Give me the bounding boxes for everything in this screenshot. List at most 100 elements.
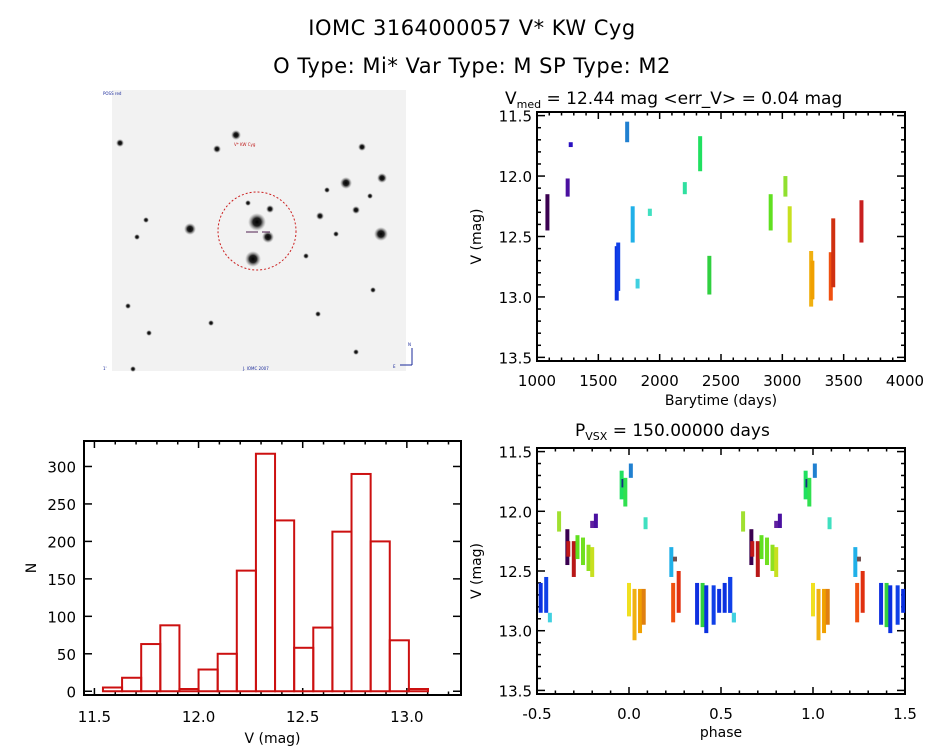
phased-data-point-cluster	[575, 535, 580, 560]
phased-data-point-cluster	[711, 585, 716, 625]
star-icon	[352, 206, 360, 214]
star-icon	[358, 143, 366, 151]
star-icon	[370, 287, 376, 293]
phased-data-point-cluster	[807, 477, 812, 507]
data-point-cluster	[768, 194, 773, 231]
phased-data-point-cluster	[755, 541, 760, 577]
phased-data-point-cluster	[547, 612, 552, 623]
data-point-cluster	[698, 136, 703, 172]
phased-data-point-cluster	[816, 588, 821, 641]
y-axis-title: V (mag)	[469, 543, 485, 599]
histogram-bar	[121, 676, 143, 693]
phased-data-point-cluster	[695, 582, 700, 625]
target-aperture-circle	[217, 191, 297, 271]
phased-data-point-cluster	[627, 582, 631, 617]
y-axis-title: N	[24, 563, 40, 573]
histogram-bar	[388, 639, 410, 693]
object-type-subtitle: O Type: Mi* Var Type: M SP Type: M2	[273, 54, 671, 78]
star-icon	[324, 187, 330, 193]
star-icon	[333, 231, 339, 237]
histogram-bar	[254, 452, 277, 693]
star-icon	[248, 213, 266, 231]
phased-data-point-cluster	[857, 556, 861, 562]
y-tick-label: 50	[57, 646, 76, 664]
y-tick-label: 100	[47, 608, 76, 626]
phased-data-point-cluster	[571, 541, 576, 577]
star-icon	[116, 139, 124, 147]
star-icon	[143, 217, 149, 223]
phased-data-point-cluster	[774, 520, 779, 529]
x-tick-label: 3500	[825, 372, 863, 390]
phased-data-point-cluster	[586, 544, 591, 571]
phased-data-point-cluster	[643, 517, 648, 530]
data-point-cluster	[568, 142, 573, 148]
y-tick-label: 13.0	[499, 623, 532, 641]
x-tick-label: 1500	[579, 372, 617, 390]
data-point-cluster	[831, 218, 836, 288]
phased-data-point-cluster	[638, 588, 643, 634]
histogram-bar	[331, 530, 353, 693]
x-axis-title: Barytime (days)	[665, 393, 777, 409]
svg-text:N: N	[408, 342, 411, 347]
phased-data-point-cluster	[676, 571, 681, 613]
data-point-cluster	[787, 206, 792, 243]
phased-data-point-cluster	[765, 537, 769, 566]
phased-data-point-cluster	[855, 582, 860, 623]
star-icon	[134, 234, 140, 240]
phased-data-point-cluster	[888, 585, 893, 634]
scale-label: 1'	[103, 366, 107, 371]
phased-data-point-cluster	[811, 582, 815, 617]
survey-label: POSS red	[103, 91, 122, 96]
x-tick-label: 2500	[702, 372, 740, 390]
x-axis-title: phase	[700, 725, 742, 741]
histogram-bar	[235, 569, 257, 693]
star-icon	[125, 303, 131, 309]
phased-data-point-cluster	[827, 517, 832, 530]
data-point-cluster	[545, 194, 550, 231]
histogram-bar	[140, 643, 162, 693]
x-tick-label: 1000	[518, 372, 556, 390]
phased-data-point-cluster	[895, 585, 900, 625]
phased-data-point-cluster	[825, 588, 830, 625]
phased-data-point-cluster	[590, 547, 595, 577]
phased-data-point-cluster	[822, 588, 827, 634]
phased-data-point-cluster	[538, 582, 543, 613]
data-point-cluster	[635, 278, 640, 289]
star-icon	[208, 320, 214, 326]
x-tick-label: -0.5	[522, 705, 551, 723]
star-icon	[377, 173, 387, 183]
histogram-bar	[101, 686, 124, 693]
light-curve-title: Vmed = 12.44 mag <err_V> = 0.04 mag	[505, 89, 842, 111]
target-label: V* KW Cyg	[234, 142, 256, 147]
y-tick-label: 200	[47, 533, 76, 551]
phased-data-point-cluster	[731, 612, 736, 623]
phased-data-point-cluster	[632, 588, 637, 641]
star-icon	[231, 130, 241, 140]
x-tick-label: 3000	[763, 372, 801, 390]
y-tick-label: 0	[66, 683, 76, 701]
phased-data-point-cluster	[777, 513, 782, 529]
data-point-cluster	[625, 121, 630, 143]
phased-data-point-cluster	[901, 588, 906, 613]
star-icon	[262, 231, 274, 243]
data-point-cluster	[810, 260, 815, 300]
star-icon	[266, 205, 274, 213]
svg-text:E: E	[393, 364, 396, 369]
star-icon	[367, 193, 373, 199]
x-tick-label: 0.0	[617, 705, 641, 723]
object-id-title: IOMC 3164000057 V* KW Cyg	[308, 16, 636, 40]
star-field	[116, 130, 388, 372]
phased-data-point-cluster	[717, 588, 722, 613]
data-point-cluster	[630, 206, 635, 243]
y-axis-title: V (mag)	[469, 208, 485, 264]
x-tick-label: 1.0	[801, 705, 825, 723]
data-point-cluster	[616, 242, 621, 291]
y-tick-label: 13.5	[499, 349, 532, 367]
phased-data-point-cluster	[884, 582, 889, 628]
x-tick-label: 4000	[886, 372, 924, 390]
y-tick-label: 250	[47, 496, 76, 514]
x-tick-label: 1.5	[893, 705, 917, 723]
phased-data-point-cluster	[581, 537, 585, 566]
phased-data-point-cluster	[641, 588, 646, 625]
star-icon	[315, 311, 321, 317]
